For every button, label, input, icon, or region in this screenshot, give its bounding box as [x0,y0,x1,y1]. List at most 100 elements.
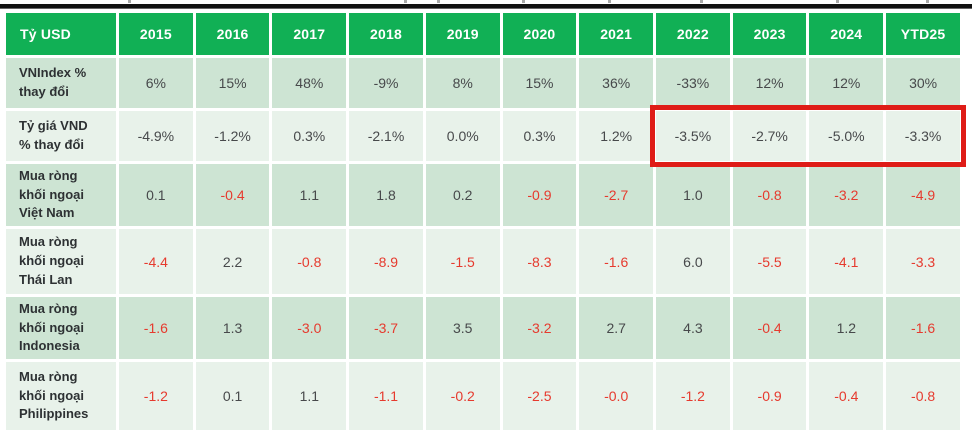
table-cell: -0.8 [272,229,347,294]
top-divider [0,4,972,9]
column-header-2017: 2017 [272,13,347,55]
table-cell: -0.4 [195,164,270,226]
cropped-text-artifact [700,0,703,3]
table-cell: -8.9 [349,229,423,294]
table-cell: -0.9 [502,164,577,226]
table-cell: -1.6 [579,229,654,294]
table-cell: 2.7 [579,297,654,359]
table-cell: 0.3% [272,111,347,161]
row-label: VNIndex % thay đổi [6,58,116,108]
table-cell: -0.0 [579,362,654,430]
table-cell: -2.7 [579,164,654,226]
table-cell: -3.7 [349,297,423,359]
table-cell: 15% [502,58,577,108]
table-cell: -3.2 [809,164,884,226]
table-cell: -1.6 [886,297,960,359]
table-cell: 15% [195,58,270,108]
table-cell: -3.2 [502,297,577,359]
table-cell: 1.1 [272,362,347,430]
table-cell: 1.2 [809,297,884,359]
unit-header-cell: Tỷ USD [6,13,116,55]
table-cell: 0.0% [425,111,500,161]
column-header-2023: 2023 [732,13,807,55]
table-cell: -8.3 [502,229,577,294]
table-cell: -4.1 [809,229,884,294]
table-cell: 6% [119,58,193,108]
column-header-2024: 2024 [809,13,884,55]
table-cell: 2.2 [195,229,270,294]
table-cell: -4.9 [886,164,960,226]
table-cell: -9% [349,58,423,108]
table-cell: 30% [886,58,960,108]
table-cell: -0.8 [732,164,807,226]
row-label: Mua ròng khối ngoại Việt Nam [6,164,116,226]
table-cell: 1.3 [195,297,270,359]
table-cell: 36% [579,58,654,108]
foreign-flows-table: Tỷ USD 2015 2016 2017 2018 2019 2020 2021 2022 2… [3,10,963,433]
table-cell: -33% [656,58,730,108]
table-cell: -4.9% [119,111,193,161]
column-header-2022: 2022 [656,13,730,55]
table-row: Mua ròng khối ngoại Philippines -1.2 0.1 1.… [6,362,960,430]
table-cell: 6.0 [656,229,730,294]
table-cell: 1.1 [272,164,347,226]
table-cell: -3.3% [886,111,960,161]
table-cell: 48% [272,58,347,108]
table-cell: -3.0 [272,297,347,359]
column-header-2020: 2020 [502,13,577,55]
table-cell: -1.1 [349,362,423,430]
data-table-wrapper: Tỷ USD 2015 2016 2017 2018 2019 2020 2021 2022 2… [3,10,963,433]
table-row: Mua ròng khối ngoại Việt Nam 0.1 -0.4 1.1 1.… [6,164,960,226]
table-cell: -0.8 [886,362,960,430]
table-cell: -2.7% [732,111,807,161]
column-header-YTD25: YTD25 [886,13,960,55]
table-cell: -0.4 [732,297,807,359]
table-cell: 12% [809,58,884,108]
table-cell: 3.5 [425,297,500,359]
table-cell: -1.2 [656,362,730,430]
row-label: Mua ròng khối ngoại Thái Lan [6,229,116,294]
table-cell: 0.3% [502,111,577,161]
row-label: Tỷ giá VND % thay đổi [6,111,116,161]
column-header-2016: 2016 [195,13,270,55]
table-cell: 4.3 [656,297,730,359]
table-cell: -5.5 [732,229,807,294]
table-row: Mua ròng khối ngoại Thái Lan -4.4 2.2 -0.8-… [6,229,960,294]
table-cell: 8% [425,58,500,108]
row-label: Mua ròng khối ngoại Indonesia [6,297,116,359]
cropped-text-artifact [404,0,407,3]
header-row: Tỷ USD 2015 2016 2017 2018 2019 2020 2021 2022 2… [6,13,960,55]
cropped-text-artifact [522,0,525,3]
table-cell: -0.2 [425,362,500,430]
table-cell: -5.0% [809,111,884,161]
table-cell: -0.4 [809,362,884,430]
table-cell: -2.1% [349,111,423,161]
cropped-text-artifact [128,0,131,3]
table-cell: 0.1 [195,362,270,430]
cropped-text-artifact [836,0,839,3]
table-cell: -0.9 [732,362,807,430]
table-cell: -1.2 [119,362,193,430]
table-cell: 12% [732,58,807,108]
table-cell: -1.2% [195,111,270,161]
table-row: Mua ròng khối ngoại Indonesia -1.6 1.3 -3.0… [6,297,960,359]
table-cell: -1.5 [425,229,500,294]
table-cell: 0.1 [119,164,193,226]
table-cell: 0.2 [425,164,500,226]
table-cell: 1.8 [349,164,423,226]
table-cell: -4.4 [119,229,193,294]
column-header-2019: 2019 [425,13,500,55]
cropped-text-artifact [926,0,929,3]
cropped-text-artifact [608,0,611,3]
table-cell: 1.0 [656,164,730,226]
table-cell: -1.6 [119,297,193,359]
table-cell: -3.5% [656,111,730,161]
table-cell: -3.3 [886,229,960,294]
row-label: Mua ròng khối ngoại Philippines [6,362,116,430]
cropped-text-artifact [437,0,440,3]
column-header-2015: 2015 [119,13,193,55]
column-header-2018: 2018 [349,13,423,55]
table-row: VNIndex % thay đổi 6% 15% 48% -9% 8% 15% 36% -33… [6,58,960,108]
table-cell: -2.5 [502,362,577,430]
